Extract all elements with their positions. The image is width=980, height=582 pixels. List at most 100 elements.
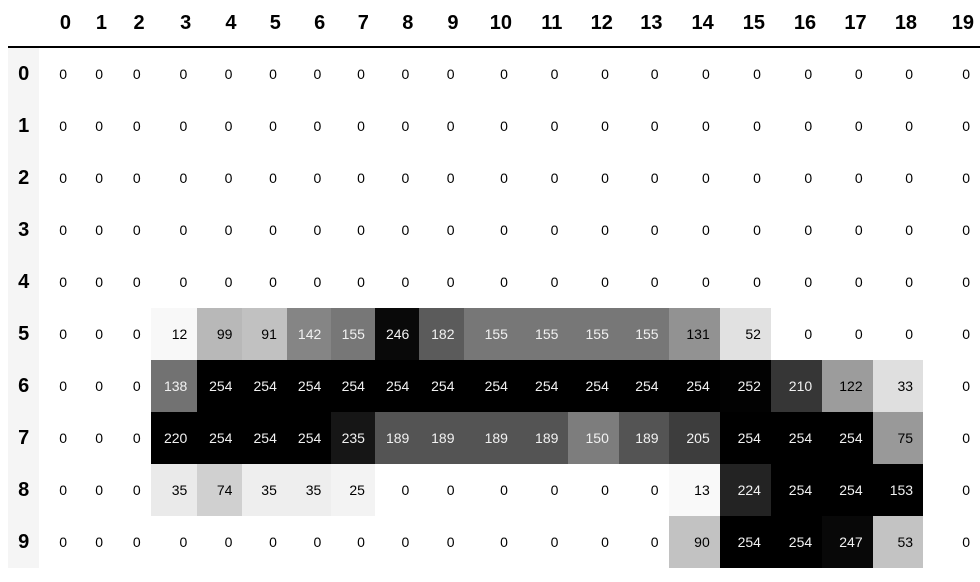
table-cell: 0 — [76, 47, 114, 100]
table-cell: 0 — [242, 152, 287, 204]
table-cell: 246 — [374, 308, 420, 360]
table-cell: 0 — [923, 47, 980, 100]
column-header: 14 — [668, 0, 720, 48]
table-cell: 0 — [113, 464, 151, 516]
table-cell: 254 — [668, 360, 720, 412]
table-cell: 0 — [872, 308, 924, 360]
table-cell: 0 — [76, 256, 114, 308]
table-cell: 153 — [872, 464, 924, 516]
column-header: 12 — [568, 0, 619, 48]
table-cell: 0 — [39, 100, 77, 152]
table-cell: 0 — [113, 152, 151, 204]
table-cell: 0 — [150, 204, 198, 256]
table-cell: 0 — [618, 152, 669, 204]
table-cell: 205 — [668, 412, 720, 464]
table-cell: 75 — [872, 412, 924, 464]
table-cell: 0 — [286, 152, 332, 204]
table-cell: 0 — [923, 516, 980, 568]
table-row: 8 0 0 0 35 74 35 35 25 0 0 0 0 0 0 13 224 254 254 153 0 — [8, 464, 980, 516]
table-cell: 0 — [197, 100, 243, 152]
row-index: 2 — [8, 152, 40, 204]
row-index: 7 — [8, 412, 40, 464]
table-cell: 142 — [286, 308, 332, 360]
table-cell: 122 — [822, 360, 873, 412]
table-cell: 0 — [419, 516, 465, 568]
table-row: 7 0 0 0 220 254 254 254 235 189 189 189 189 150 189 205… — [8, 412, 980, 464]
table-cell: 0 — [517, 516, 569, 568]
table-cell: 131 — [668, 308, 720, 360]
index-header-corner — [8, 0, 40, 48]
table-cell: 0 — [242, 100, 287, 152]
table-cell: 0 — [286, 516, 332, 568]
table-cell: 35 — [150, 464, 198, 516]
table-cell: 0 — [113, 308, 151, 360]
table-cell: 13 — [668, 464, 720, 516]
table-cell: 0 — [374, 152, 420, 204]
table-cell: 0 — [374, 516, 420, 568]
table-cell: 254 — [197, 412, 243, 464]
table-cell: 0 — [286, 100, 332, 152]
table-cell: 0 — [618, 47, 669, 100]
table-cell: 0 — [568, 47, 619, 100]
table-cell: 220 — [150, 412, 198, 464]
table-cell: 254 — [822, 412, 873, 464]
table-cell: 0 — [419, 464, 465, 516]
table-cell: 0 — [770, 47, 823, 100]
table-cell: 0 — [568, 204, 619, 256]
table-cell: 254 — [719, 412, 771, 464]
table-cell: 0 — [872, 152, 924, 204]
table-cell: 0 — [113, 100, 151, 152]
table-cell: 0 — [822, 47, 873, 100]
table-cell: 52 — [719, 308, 771, 360]
table-cell: 0 — [242, 204, 287, 256]
table-cell: 254 — [242, 412, 287, 464]
table-cell: 254 — [464, 360, 518, 412]
table-cell: 0 — [419, 100, 465, 152]
table-cell: 0 — [923, 308, 980, 360]
row-index: 3 — [8, 204, 40, 256]
column-header: 3 — [150, 0, 198, 48]
table-cell: 0 — [374, 256, 420, 308]
table-cell: 0 — [668, 256, 720, 308]
table-cell: 0 — [331, 256, 375, 308]
table-cell: 0 — [39, 256, 77, 308]
column-header: 11 — [517, 0, 569, 48]
table-cell: 0 — [197, 516, 243, 568]
table-cell: 0 — [331, 516, 375, 568]
table-cell: 0 — [872, 256, 924, 308]
table-cell: 254 — [286, 412, 332, 464]
table-cell: 0 — [464, 100, 518, 152]
table-cell: 0 — [464, 204, 518, 256]
table-cell: 0 — [618, 256, 669, 308]
table-cell: 0 — [517, 204, 569, 256]
table-cell: 25 — [331, 464, 375, 516]
table-cell: 0 — [39, 464, 77, 516]
table-cell: 35 — [286, 464, 332, 516]
table-cell: 254 — [517, 360, 569, 412]
table-cell: 0 — [76, 464, 114, 516]
row-index: 6 — [8, 360, 40, 412]
table-cell: 0 — [568, 516, 619, 568]
table-cell: 33 — [872, 360, 924, 412]
table-cell: 0 — [197, 47, 243, 100]
table-cell: 0 — [374, 204, 420, 256]
table-cell: 0 — [331, 100, 375, 152]
table-row: 6 0 0 0 138 254 254 254 254 254 254 254 254 254 254 254… — [8, 360, 980, 412]
table-cell: 0 — [923, 412, 980, 464]
table-row: 9 0 0 0 0 0 0 0 0 0 0 0 0 0 0 90 254 254 247 53 0 — [8, 516, 980, 568]
table-cell: 0 — [568, 152, 619, 204]
table-cell: 252 — [719, 360, 771, 412]
table-cell: 0 — [668, 100, 720, 152]
row-index: 8 — [8, 464, 40, 516]
table-cell: 0 — [770, 204, 823, 256]
table-cell: 0 — [517, 100, 569, 152]
table-cell: 0 — [822, 308, 873, 360]
table-cell: 0 — [150, 100, 198, 152]
column-header: 5 — [242, 0, 287, 48]
table-cell: 0 — [719, 256, 771, 308]
table-cell: 0 — [331, 47, 375, 100]
table-cell: 210 — [770, 360, 823, 412]
row-index: 1 — [8, 100, 40, 152]
column-header: 4 — [197, 0, 243, 48]
table-cell: 0 — [618, 100, 669, 152]
